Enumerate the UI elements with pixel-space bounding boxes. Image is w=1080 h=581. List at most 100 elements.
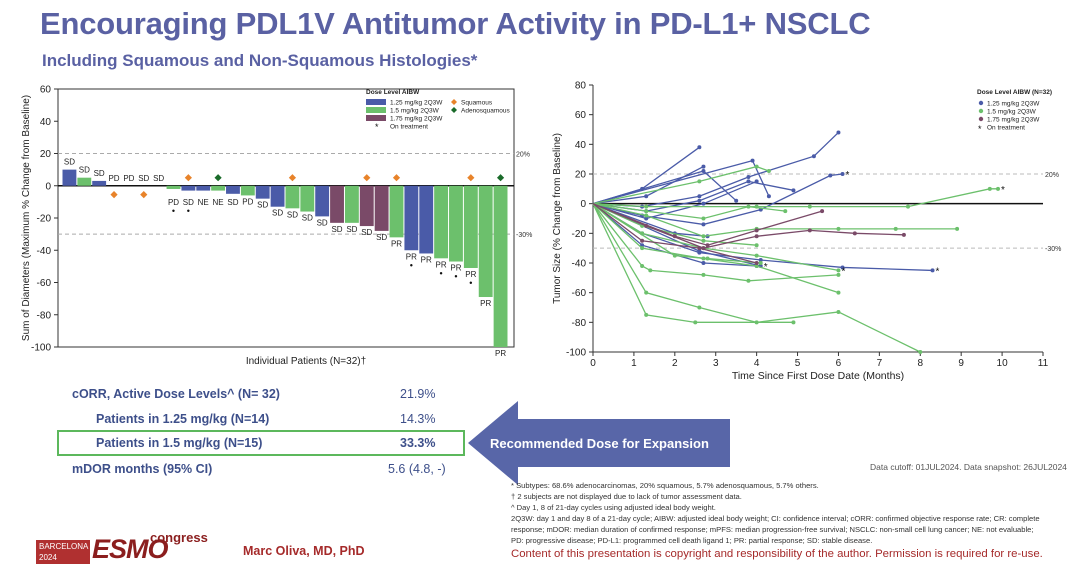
spider-point (701, 201, 706, 206)
spider-point (754, 263, 759, 268)
waterfall-y-axis-label: Sum of Diameters (Maximum % Change from … (21, 95, 32, 341)
spider-point (697, 179, 702, 184)
waterfall-bar (434, 185, 449, 259)
spider-point (734, 198, 739, 203)
waterfall-y-tick-label: -80 (37, 310, 52, 321)
spider-point (640, 246, 645, 251)
waterfall-bar-label: SD (94, 169, 105, 178)
spider-point (754, 261, 759, 265)
spider-point (640, 231, 645, 236)
waterfall-bar (493, 185, 508, 347)
dose-15-label: Patients in 1.5 mg/kg (N=15) (96, 436, 263, 450)
spider-legend-label: 1.75 mg/kg 2Q3W (987, 117, 1040, 124)
spider-point (697, 198, 702, 203)
dose-125-value: 14.3% (400, 412, 436, 426)
waterfall-bar (226, 185, 240, 194)
spider-point (697, 250, 702, 255)
spider-point (701, 216, 706, 221)
waterfall-bar (419, 185, 434, 254)
waterfall-bar (77, 177, 92, 186)
on-treatment-marker: • (454, 272, 457, 282)
spider-point (640, 243, 645, 248)
spider-point (754, 228, 759, 233)
spider-legend-swatch (978, 100, 984, 106)
spider-series-line (592, 131, 839, 208)
spider-y-tick-label: 60 (575, 110, 587, 121)
waterfall-legend-swatch (366, 107, 386, 113)
waterfall-x-axis-label: Individual Patients (N=32)† (246, 356, 366, 367)
spider-x-tick-label: 1 (631, 358, 637, 369)
waterfall-bar (211, 185, 226, 191)
waterfall-y-tick-label: -60 (37, 278, 52, 289)
waterfall-bar-label: PR (421, 255, 432, 264)
waterfall-legend-title: Dose Level AIBW (366, 89, 420, 96)
waterfall-bar-label: SD (138, 174, 149, 183)
spider-series-line (592, 203, 921, 353)
spider-point (836, 226, 841, 231)
spider-point (644, 194, 649, 199)
waterfall-bar (196, 185, 211, 191)
spider-point (697, 194, 702, 199)
spider-point (640, 231, 645, 236)
waterfall-bar-label: NE (213, 198, 224, 207)
footnote-abbrev-2: response; mDOR: median duration of confi… (511, 525, 1034, 534)
waterfall-bar (330, 185, 344, 223)
spider-legend-on-treatment-icon: * (978, 124, 982, 134)
spider-point (754, 204, 759, 209)
spider-series-line (592, 203, 757, 246)
spider-series-line (592, 146, 700, 205)
waterfall-y-tick-label: 0 (45, 181, 51, 192)
spider-point (828, 173, 833, 178)
squamous-marker (288, 174, 297, 182)
spider-point (820, 209, 825, 214)
footnote-abbrev-3: PD: progressive disease; PD-L1: programm… (511, 536, 873, 545)
spider-on-treatment-marker: * (841, 266, 845, 277)
spider-point (648, 268, 653, 273)
footnote-subtypes: * Subtypes: 68.6% adenocarcinomas, 20% s… (511, 481, 819, 490)
spider-point (754, 164, 759, 169)
spider-point (701, 169, 706, 174)
waterfall-bar-label: PD (242, 197, 253, 206)
spider-point (640, 263, 645, 268)
waterfall-bar (92, 180, 107, 186)
waterfall-bar-label: SD (376, 233, 387, 242)
spider-point (672, 253, 677, 258)
squamous-marker (184, 174, 192, 182)
spider-series-line (592, 203, 757, 264)
waterfall-ref-label: -30% (516, 232, 532, 239)
squamous-marker (392, 174, 401, 182)
waterfall-bar-label: SD (227, 198, 238, 207)
spider-point (836, 268, 841, 273)
copyright-notice: Content of this presentation is copyrigh… (511, 548, 1043, 560)
on-treatment-marker: • (469, 278, 472, 288)
spider-y-tick-label: 0 (580, 199, 586, 210)
spider-x-tick-label: 9 (958, 358, 964, 369)
spider-x-tick-label: 2 (672, 358, 678, 369)
spider-point (705, 256, 710, 261)
spider-y-tick-label: -100 (566, 348, 586, 359)
spider-series-line (592, 203, 958, 237)
waterfall-bar-label: PR (391, 239, 402, 248)
spider-point (672, 234, 677, 239)
waterfall-y-tick-label: 40 (40, 117, 52, 128)
spider-y-tick-label: 80 (575, 81, 587, 92)
spider-point (644, 312, 649, 317)
esmo-logo: ESMO (92, 534, 169, 564)
spider-series-line (592, 180, 794, 212)
waterfall-bar-label: PR (480, 299, 491, 308)
recommended-dose-label: Recommended Dose for Expansion (490, 436, 709, 451)
spider-point (701, 238, 706, 243)
waterfall-bar (181, 185, 196, 191)
waterfall-bar-label: PR (450, 264, 461, 273)
waterfall-y-tick-label: -20 (37, 214, 52, 225)
recommended-dose-arrow (468, 401, 730, 485)
waterfall-bar (240, 185, 255, 196)
waterfall-bar-label: SD (331, 225, 342, 234)
adenosquamous-marker (496, 174, 505, 182)
spider-point (701, 234, 706, 239)
spider-ref-label: -30% (1045, 246, 1061, 253)
spider-point (746, 204, 751, 209)
on-treatment-marker: • (410, 260, 413, 270)
spider-point (644, 223, 649, 228)
waterfall-legend-label: 1.5 mg/kg 2Q3W (390, 108, 440, 115)
